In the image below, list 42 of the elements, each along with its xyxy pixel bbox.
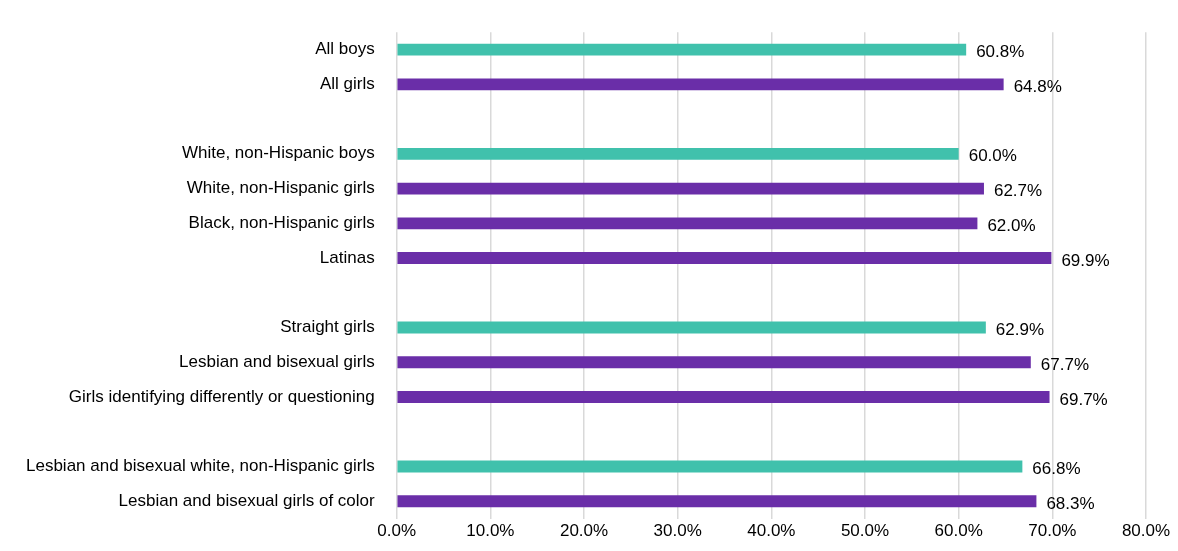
bar — [397, 321, 986, 334]
y-tick-label: Girls identifying differently or questioning — [68, 386, 375, 406]
data-label: 69.9% — [1061, 250, 1110, 270]
y-tick-label: Latinas — [319, 247, 375, 267]
y-tick-label: All girls — [319, 74, 375, 93]
bar — [397, 356, 1031, 369]
bar — [397, 495, 1037, 508]
y-tick-label: Lesbian and bisexual girls — [179, 351, 375, 371]
x-tick-label: 0.0% — [377, 521, 417, 541]
data-label: 60.0% — [968, 146, 1017, 166]
x-tick-label: 30.0% — [653, 521, 702, 541]
x-tick-label: 80.0% — [1121, 521, 1171, 541]
data-label: 60.8% — [976, 42, 1025, 62]
data-label: 66.8% — [1032, 459, 1081, 479]
y-tick-label: Lesbian and bisexual girls of color — [118, 490, 376, 510]
x-tick-label: 60.0% — [934, 521, 983, 541]
x-tick-label: 10.0% — [466, 521, 515, 541]
data-label: 68.3% — [1046, 493, 1095, 513]
y-tick-label: White, non-Hispanic girls — [186, 178, 375, 198]
y-tick-label: Black, non-Hispanic girls — [188, 212, 375, 232]
data-label: 62.0% — [987, 215, 1036, 235]
bar — [397, 147, 959, 160]
bar — [397, 391, 1050, 403]
x-tick-label: 50.0% — [840, 521, 890, 541]
data-label: 62.9% — [995, 320, 1045, 340]
data-label: 69.7% — [1059, 389, 1108, 409]
y-tick-label: White, non-Hispanic boys — [181, 143, 375, 163]
y-tick-label: All boys — [315, 39, 375, 59]
data-label: 64.8% — [1013, 77, 1062, 96]
x-tick-label: 40.0% — [747, 521, 796, 541]
bar — [397, 43, 967, 56]
bar — [397, 217, 978, 230]
bar — [397, 78, 1004, 91]
data-label: 67.7% — [1040, 354, 1089, 374]
x-tick-label: 70.0% — [1028, 521, 1077, 541]
y-tick-label: Straight girls — [280, 317, 375, 337]
bar — [397, 460, 1023, 473]
y-tick-label: Lesbian and bisexual white, non-Hispanic girls — [26, 456, 375, 476]
bar — [397, 252, 1052, 264]
x-tick-label: 20.0% — [559, 521, 609, 541]
bar — [397, 182, 984, 195]
data-label: 62.7% — [993, 181, 1043, 201]
